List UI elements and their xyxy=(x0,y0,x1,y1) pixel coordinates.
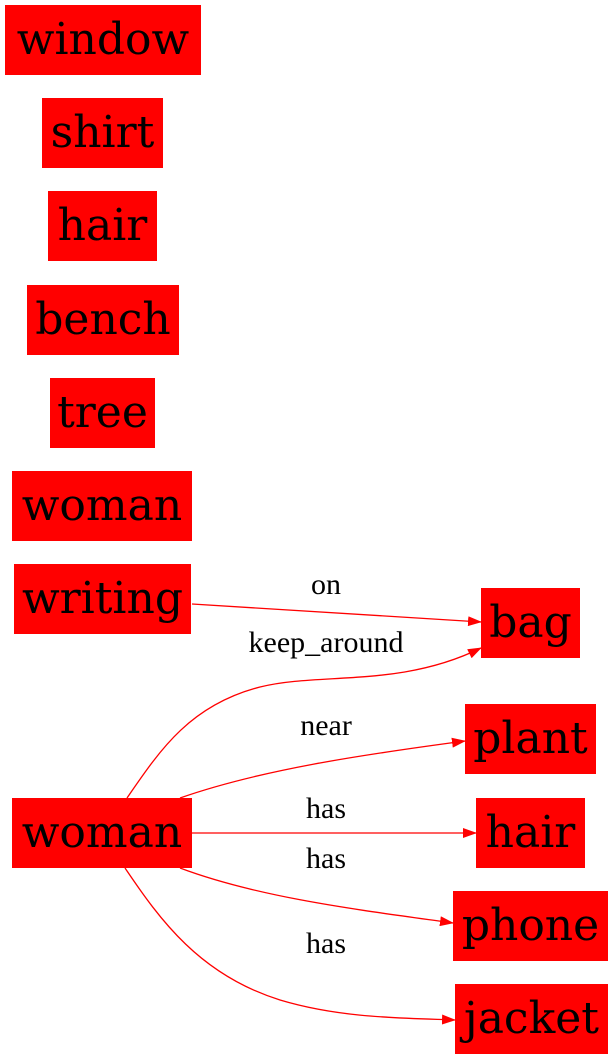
edge-woman-jacket xyxy=(124,867,456,1025)
node-phone: phone xyxy=(453,891,608,961)
node-hair-object: hair xyxy=(476,798,585,868)
node-tree: tree xyxy=(50,378,155,448)
edge-woman-phone xyxy=(179,867,454,927)
node-window: window xyxy=(5,5,201,75)
edge-label-has-hair: has xyxy=(306,792,346,825)
node-hair: hair xyxy=(48,191,157,261)
edge-writing-bag xyxy=(191,603,482,627)
edge-woman-plant xyxy=(179,737,466,799)
edge-label-has-phone: has xyxy=(306,842,346,875)
edge-label-keep-around: keep_around xyxy=(249,626,404,659)
node-bag: bag xyxy=(481,588,580,658)
edge-label-on: on xyxy=(311,568,341,601)
node-woman: woman xyxy=(12,471,192,541)
edge-label-has-jacket: has xyxy=(306,927,346,960)
node-plant: plant xyxy=(465,704,596,774)
node-jacket: jacket xyxy=(455,984,608,1054)
node-woman-subject: woman xyxy=(12,798,192,868)
node-writing: writing xyxy=(14,564,191,634)
node-bench: bench xyxy=(27,285,179,355)
node-shirt: shirt xyxy=(42,98,163,168)
edge-label-near: near xyxy=(300,709,352,742)
edge-woman-bag xyxy=(126,647,482,799)
